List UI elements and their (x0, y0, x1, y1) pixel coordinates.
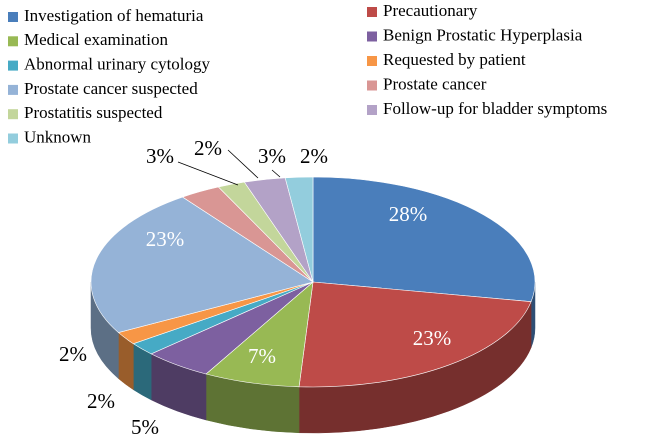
legend-swatch (367, 105, 377, 115)
slice (298, 281, 532, 388)
leader-line (227, 149, 259, 179)
legend-label: Follow-up for bladder symptoms (383, 99, 607, 118)
data-label: 28% (389, 202, 428, 226)
data-label: 2% (87, 389, 115, 413)
legend-swatch (8, 36, 18, 47)
legend-label: Investigation of hematuria (24, 6, 204, 25)
legend-label: Unknown (24, 127, 92, 146)
legend-label: Requested by patient (383, 50, 526, 69)
data-label: 23% (146, 227, 185, 251)
data-label: 3% (146, 144, 174, 168)
data-label: 3% (258, 144, 286, 168)
legend-label: Benign Prostatic Hyperplasia (383, 25, 583, 44)
legend-swatch (8, 109, 18, 120)
legend-swatch (367, 56, 377, 66)
legend-label: Precautionary (383, 1, 478, 20)
slice (90, 196, 314, 333)
legend-label: Prostate cancer suspected (24, 79, 198, 98)
leader-line (271, 169, 281, 178)
legend-swatch (8, 84, 18, 95)
data-label: 2% (300, 144, 328, 168)
legend-swatch (8, 60, 18, 71)
legend-swatch (367, 80, 377, 91)
leader-line (177, 161, 239, 186)
data-label: 2% (59, 342, 87, 366)
slice (312, 176, 536, 302)
legend-swatch (367, 7, 377, 17)
legend-swatch (367, 31, 377, 42)
legend-swatch (8, 12, 18, 22)
data-label: 5% (131, 415, 159, 439)
data-label: 2% (194, 136, 222, 160)
legend-label: Abnormal urinary cytology (24, 55, 211, 74)
data-label: 7% (248, 344, 276, 368)
legend-label: Prostatitis suspected (24, 103, 163, 122)
legend-label: Medical examination (24, 30, 168, 49)
slice (284, 176, 314, 283)
legend-label: Prostate cancer (383, 74, 487, 93)
legend-swatch (8, 133, 18, 144)
data-label: 23% (413, 326, 452, 350)
